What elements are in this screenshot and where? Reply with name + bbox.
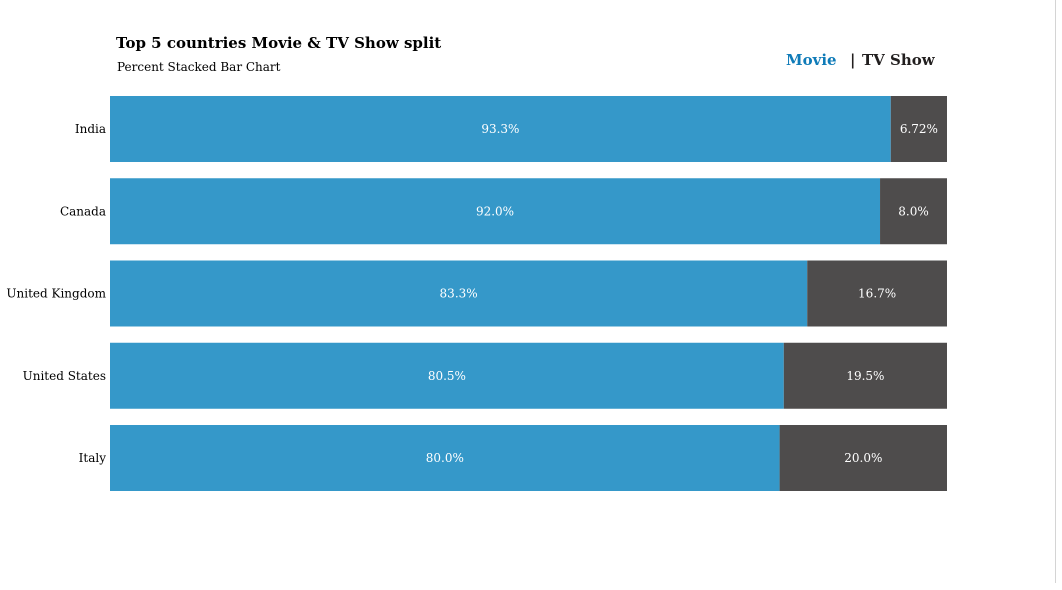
tv-show-data-label: 19.5% [846, 369, 884, 383]
movie-data-label: 80.5% [428, 369, 466, 383]
tv-show-bar [880, 178, 947, 245]
tv-show-data-label: 20.0% [844, 451, 882, 465]
legend-separator: | [850, 51, 855, 69]
movie-data-label: 80.0% [426, 451, 464, 465]
category-label: Italy [79, 451, 107, 465]
tv-show-data-label: 8.0% [898, 204, 929, 218]
bars-group: India 93.3% 6.72% Canada 92.0% 8.0% United Kin… [6, 96, 947, 491]
legend-tv-show: TV Show [862, 51, 936, 69]
movie-bar [110, 260, 808, 327]
category-label: India [75, 122, 106, 136]
category-label: Canada [60, 204, 106, 218]
tv-show-bar [779, 425, 947, 491]
movie-data-label: 93.3% [481, 122, 519, 136]
movie-bar [110, 342, 784, 409]
chart-subtitle: Percent Stacked Bar Chart [117, 60, 281, 74]
category-label: United Kingdom [6, 287, 106, 301]
right-divider [1055, 0, 1056, 583]
tv-show-data-label: 16.7% [858, 287, 896, 301]
movie-bar [110, 96, 891, 162]
legend-movie: Movie [786, 51, 837, 69]
chart-title: Top 5 countries Movie & TV Show split [116, 34, 441, 52]
category-label: United States [23, 369, 106, 383]
tv-show-data-label: 6.72% [900, 122, 938, 136]
movie-bar [110, 178, 881, 245]
tv-show-bar [807, 260, 947, 327]
movie-bar [110, 425, 780, 491]
tv-show-bar [783, 342, 947, 409]
movie-data-label: 83.3% [440, 287, 478, 301]
tv-show-bar [890, 96, 947, 162]
movie-data-label: 92.0% [476, 204, 514, 218]
